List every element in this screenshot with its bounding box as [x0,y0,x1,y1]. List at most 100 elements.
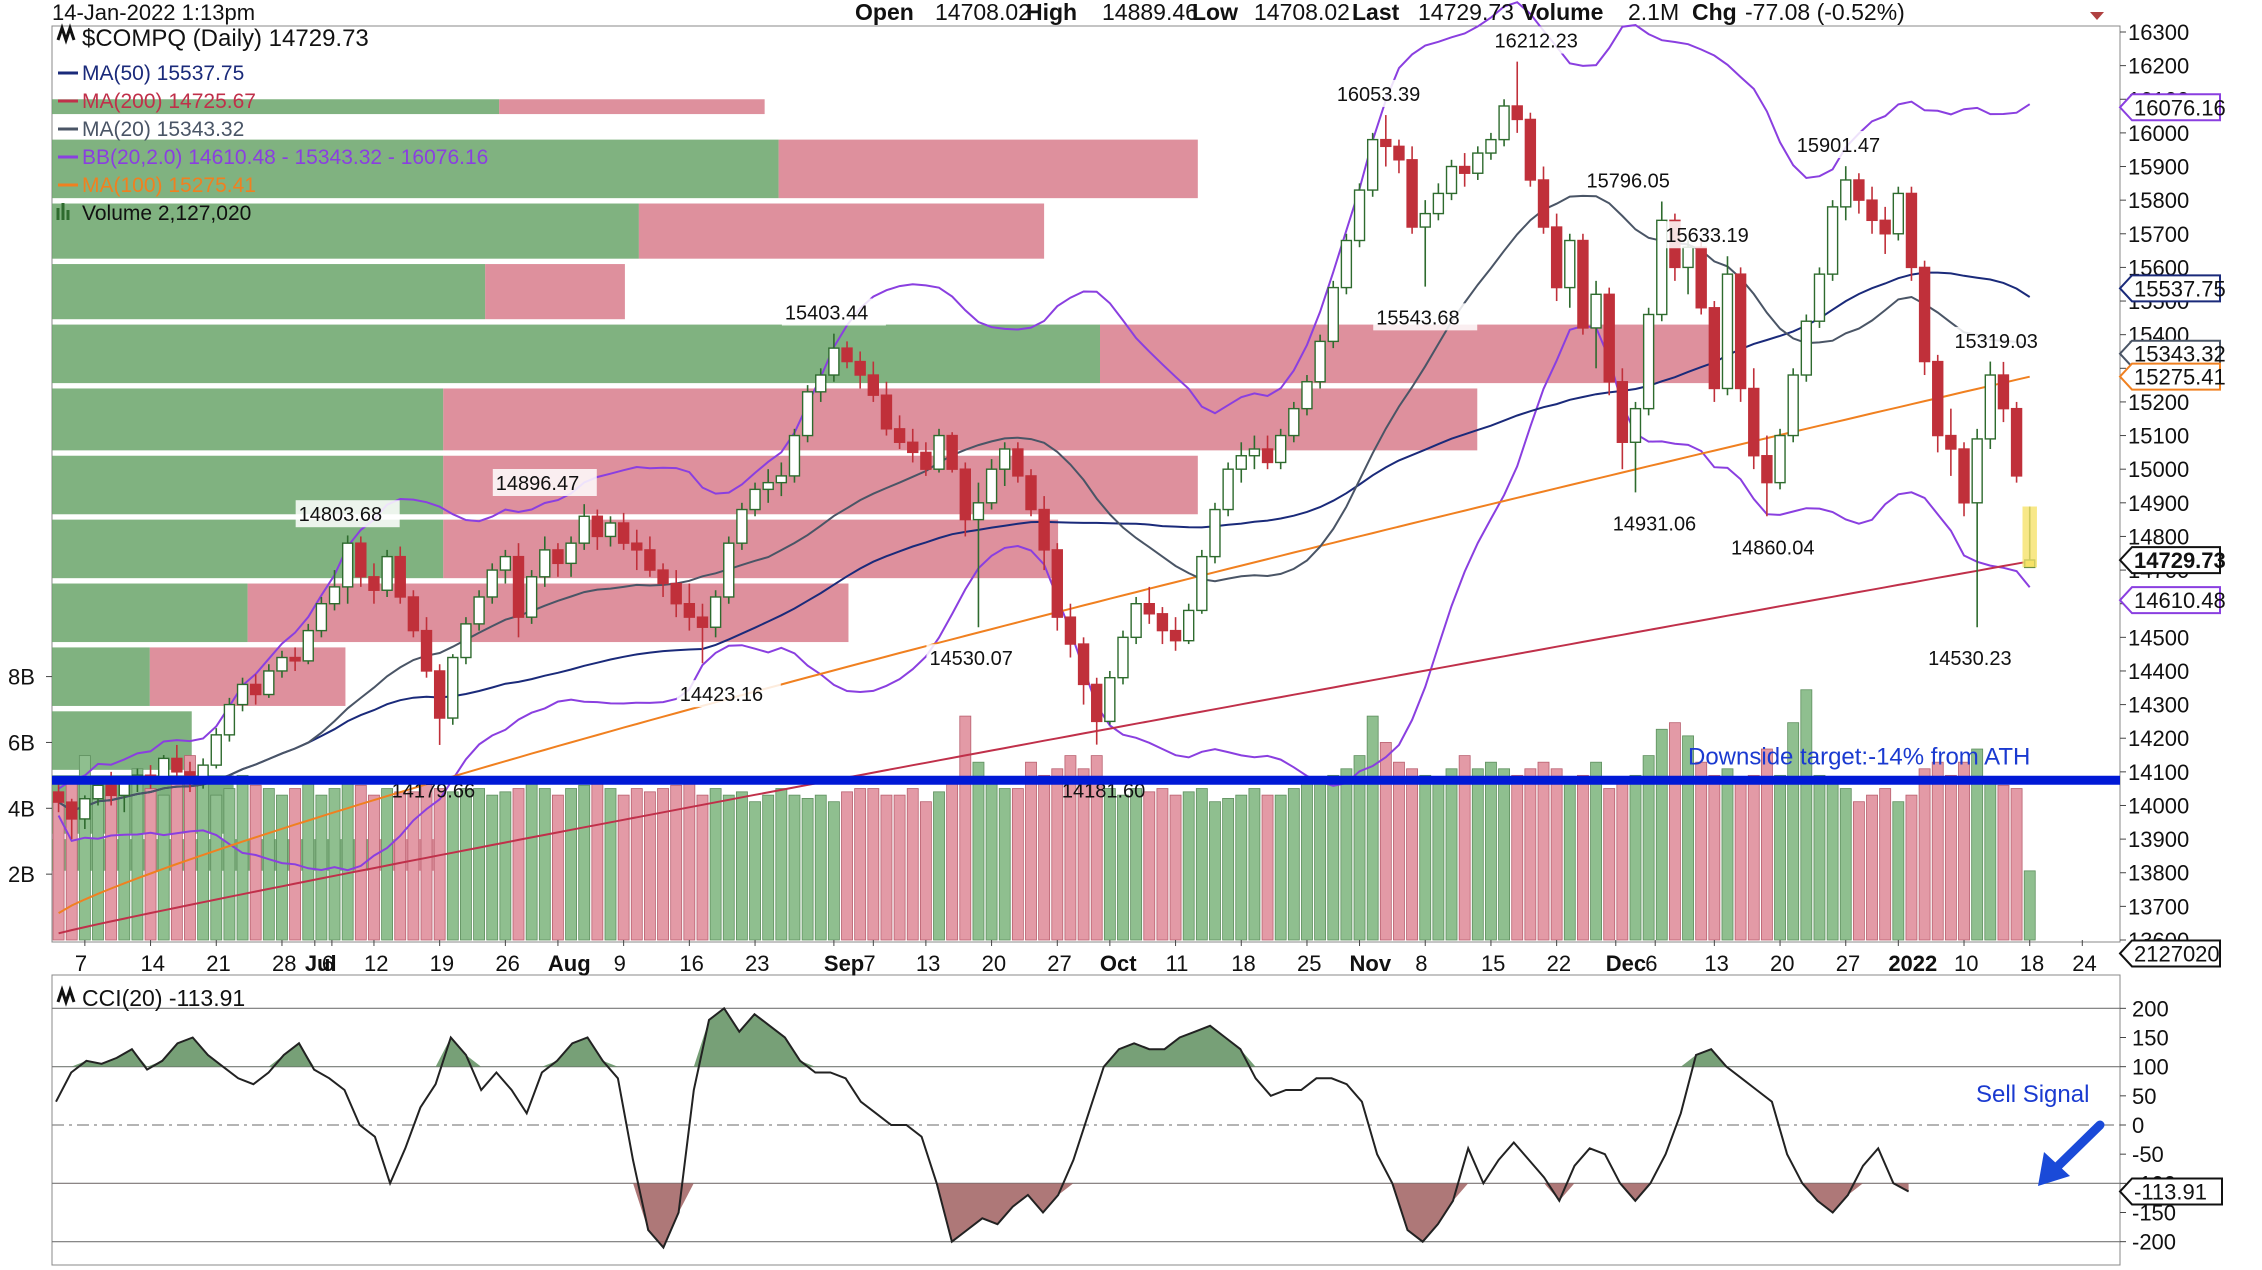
volume-bar [959,715,972,941]
volume-bar [1195,788,1208,941]
cci-label: CCI(20) -113.91 [82,985,245,1011]
candle-body [1209,508,1221,558]
volume-bar [1406,768,1419,941]
volume-bar [407,791,420,941]
candle-body [1761,455,1773,484]
price-tick-label: 14200 [2128,726,2189,751]
candle-body [946,434,958,470]
volume-bar [827,801,840,941]
volume-bar [512,788,525,941]
sell-signal-label: Sell Signal [1976,1081,2089,1108]
axis-price-tag-label: 14610.48 [2134,588,2226,613]
candle-body [368,576,380,591]
candle-body [1629,407,1642,443]
date-tick-label: 27 [1047,951,1071,976]
candle-body [66,801,78,820]
volume-bar [433,788,446,941]
axis-price-tag [2118,546,2221,575]
price-tick-label: 16000 [2128,121,2189,146]
candle-body [775,475,788,484]
volume-bar [223,788,236,941]
candle-body [631,542,643,551]
volume-bar [1852,801,1865,941]
price-callout: 14931.06 [1613,513,1696,535]
candle-body [749,488,761,511]
header-open-label: Open [855,0,914,25]
volume-bar [1708,774,1721,941]
candle-body [841,347,853,363]
volume-bar [1984,781,1997,941]
date-tick-label: 7 [863,951,875,976]
volume-bar [657,788,669,941]
price-tick-label: 13700 [2128,894,2189,919]
price-tick-label: 13800 [2128,861,2189,886]
price-callout-box [1609,509,1714,537]
volume-bar [946,781,959,941]
date-tick-label: 15 [1481,951,1505,976]
volume-tick-label: 2B [8,862,35,887]
cci-tick-label: 100 [2132,1055,2169,1080]
candle-body [79,798,91,820]
header-open: 14708.02 [935,0,1031,25]
price-tick-label: 14400 [2128,659,2189,684]
volume-bar [486,794,499,941]
date-tick-label: 18 [2020,951,2044,976]
date-tick-label: 2022 [1888,951,1937,976]
volume-bar [105,794,118,941]
volume-bar [775,788,788,941]
date-tick-label: Oct [1100,951,1137,976]
candle-body [1892,192,1905,235]
candle-body [1840,179,1852,208]
volume-bar [998,788,1011,941]
axis-price-tag [2118,939,2221,968]
date-tick-label: 14 [141,951,165,976]
candle-body [709,596,722,628]
price-callout: 15796.05 [1586,170,1669,192]
legend-ma50: MA(50) 15537.75 [82,62,244,85]
volume-bar [1432,778,1445,941]
volume-bar [814,794,827,941]
candle-body [263,670,275,696]
volume-bar [565,788,577,941]
volume-bar [315,794,328,941]
date-tick-label: 23 [745,951,769,976]
volume-bar [643,791,656,941]
candle-body [604,522,617,538]
candle-body [933,434,945,470]
candle-body [1708,307,1721,390]
candle-body [959,468,971,521]
date-tick-label: 22 [1547,951,1571,976]
candle-body [1432,192,1445,215]
volume-by-price-up-bar [52,388,444,451]
candle-body [1511,105,1523,121]
axis-price-tag [2118,362,2221,391]
price-callout: 14860.04 [1731,537,1814,559]
date-tick-label: 20 [982,951,1006,976]
price-callout-box [926,644,1031,672]
cci-tick-label: 50 [2132,1084,2156,1109]
price-callout: 14181.60 [1062,780,1145,802]
cci-oversold-fill [56,1183,1909,1248]
volume-bar [893,794,906,941]
date-tick-label: 21 [206,951,230,976]
volume-bar [1958,761,1970,941]
volume-bar [1905,794,1918,941]
volume-bar [1931,761,1944,941]
candle-body [499,555,512,571]
volume-bar [236,774,249,941]
volume-bar [1839,788,1852,941]
volume-bar [328,788,341,941]
price-callout-box [1583,166,1688,194]
candle-body [302,629,314,662]
candle-body [1787,374,1799,437]
candle-body [657,569,669,585]
candle-body [1524,118,1537,181]
volume-bar [1747,774,1760,941]
price-tick-label: 16200 [2128,54,2189,79]
volume-bar [1064,755,1077,941]
date-tick-label: 18 [1231,951,1255,976]
header-chg-label: Chg [1692,0,1737,25]
date-tick-label: Sep [824,951,864,976]
volume-tick-label: 6B [8,730,35,755]
